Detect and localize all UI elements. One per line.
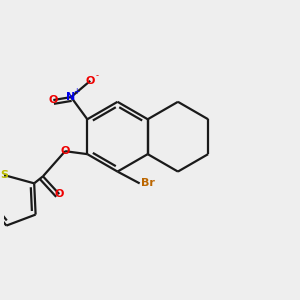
Text: O: O	[55, 189, 64, 199]
Text: +: +	[73, 87, 80, 96]
Text: N: N	[66, 92, 76, 102]
Text: S: S	[0, 170, 8, 180]
Text: O: O	[60, 146, 70, 156]
Text: -: -	[95, 71, 98, 80]
Text: Br: Br	[141, 178, 155, 188]
Text: O: O	[49, 95, 58, 105]
Text: O: O	[85, 76, 95, 86]
